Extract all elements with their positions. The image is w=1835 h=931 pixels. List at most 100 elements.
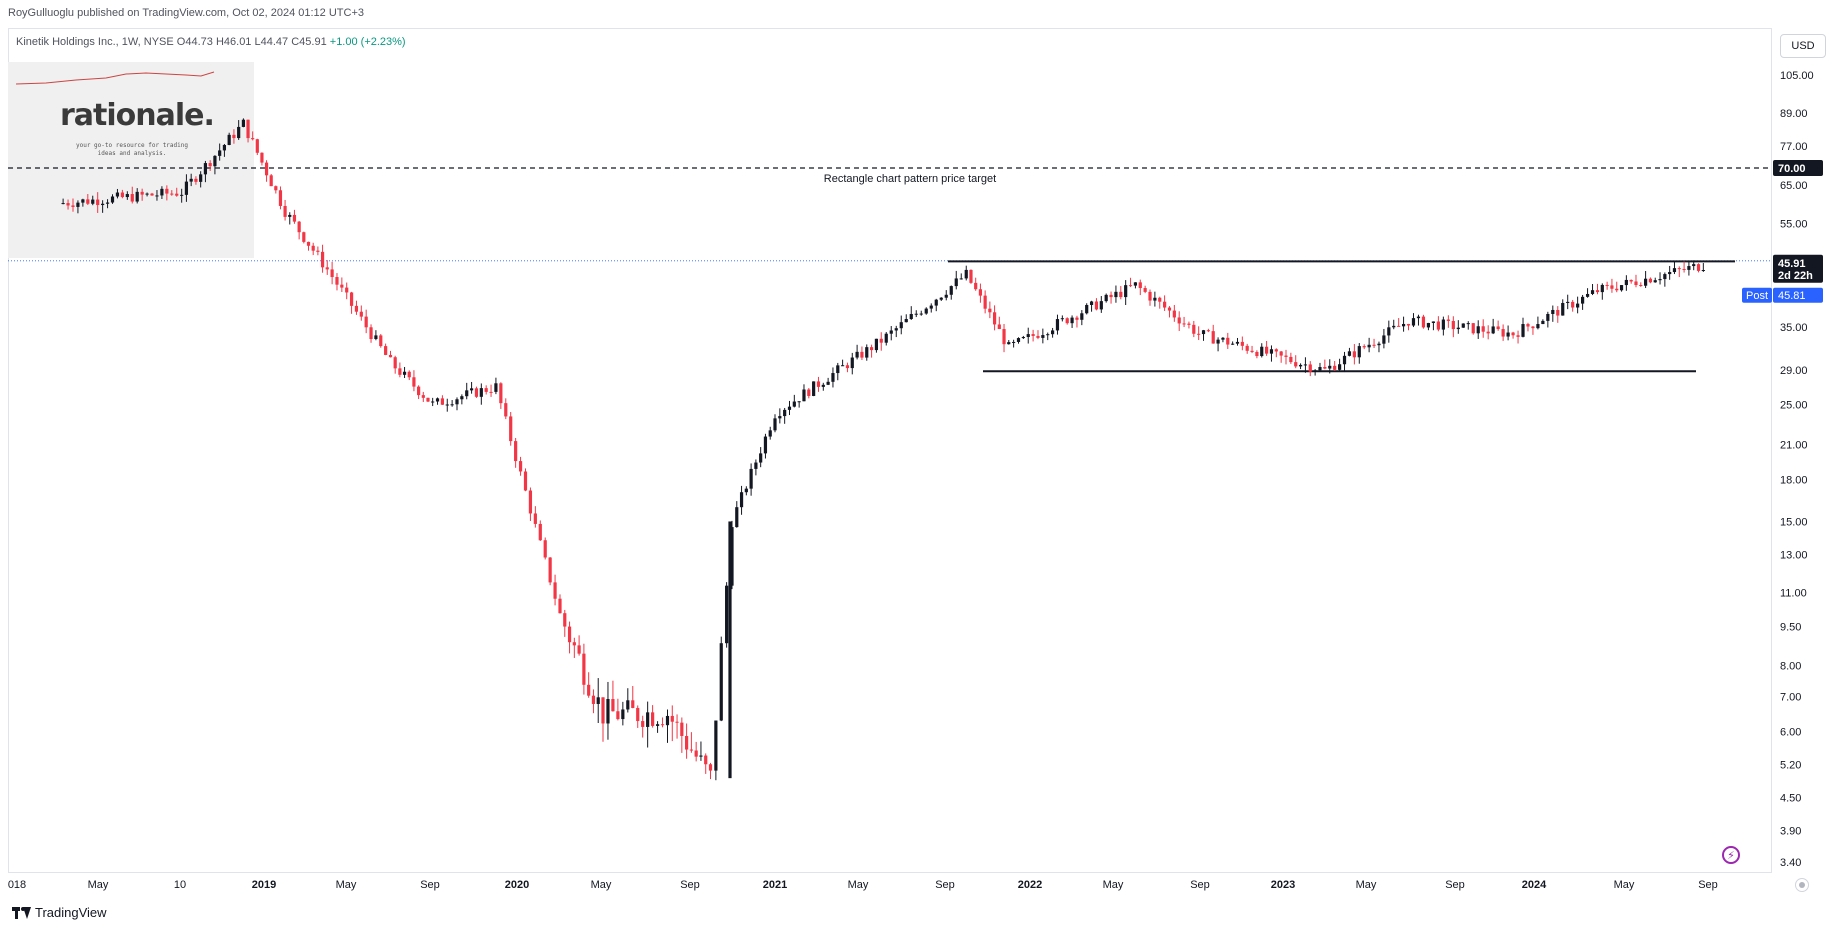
candle-body [1016, 338, 1021, 342]
candle-body [959, 278, 963, 280]
candle-body [841, 365, 845, 367]
candle-body [655, 724, 660, 726]
candle-body [316, 250, 320, 252]
candle-body [1566, 301, 1570, 303]
candle-body [904, 319, 908, 323]
candle-body [954, 278, 958, 287]
candle-body [292, 214, 297, 222]
candle-body [1250, 350, 1254, 352]
candle-body [1701, 270, 1705, 272]
candle-body [384, 346, 388, 355]
candle-body [1075, 317, 1079, 320]
candle-body [680, 722, 684, 736]
candle-body [1585, 293, 1590, 297]
candle-body [1007, 342, 1011, 345]
candle-body [364, 316, 368, 328]
candle-body [533, 513, 537, 524]
candle-body [1094, 301, 1099, 310]
candle-body [1158, 297, 1162, 302]
candle-body [783, 409, 787, 417]
candle-body [1451, 320, 1455, 330]
candle-body [460, 396, 464, 400]
candle-body [836, 365, 840, 374]
price-tick-label: 89.00 [1780, 108, 1808, 120]
candle-body [988, 308, 992, 313]
gear-icon[interactable] [1795, 878, 1809, 892]
candle-body [180, 194, 184, 196]
candle-body [1192, 324, 1196, 334]
candle-body [1221, 337, 1225, 340]
candle-body [636, 707, 640, 722]
candle-body [1431, 321, 1436, 323]
candle-body [393, 357, 397, 369]
time-tick-label: Sep [420, 879, 440, 891]
candle-body [553, 582, 557, 599]
candle-body [601, 697, 605, 724]
candle-body [749, 468, 753, 489]
candle-body [1055, 319, 1060, 331]
ohlc-low: L44.47 [254, 36, 289, 48]
time-tick-label: May [1103, 879, 1124, 891]
lightning-icon[interactable]: ⚡ [1722, 846, 1740, 864]
time-tick-label: 018 [8, 879, 26, 891]
candle-body [489, 391, 493, 393]
candle-body [1021, 337, 1025, 339]
target-annotation-text: Rectangle chart pattern price target [824, 173, 996, 185]
tradingview-footer[interactable]: TradingView [12, 905, 107, 920]
time-tick-label: 2019 [252, 879, 276, 891]
candle-body [1466, 323, 1470, 325]
candle-body [1491, 326, 1495, 334]
price-tick-label: 3.40 [1780, 857, 1801, 869]
chart-pane[interactable] [8, 28, 1772, 873]
candle-body [1456, 327, 1460, 330]
last-price-label-text: 45.91 [1778, 258, 1806, 270]
candle-body [1265, 346, 1269, 354]
candle-body [704, 755, 708, 765]
candle-body [86, 199, 90, 204]
candle-body [1201, 330, 1206, 335]
candle-body [651, 712, 655, 726]
candle-body [685, 735, 689, 750]
candle-body [1026, 334, 1030, 338]
candle-body [964, 269, 968, 279]
currency-button[interactable]: USD [1780, 34, 1826, 58]
time-tick-label: 2021 [763, 879, 787, 891]
candle-body [983, 295, 987, 309]
candle-body [170, 193, 174, 195]
candle-body [349, 292, 354, 306]
candle-body [1658, 279, 1662, 281]
candle-body [792, 401, 796, 407]
candle-body [1216, 339, 1220, 344]
candle-body [101, 203, 105, 206]
candle-body [1624, 279, 1628, 286]
candle-body [606, 699, 610, 724]
candle-body [787, 406, 792, 410]
candle-body [120, 192, 124, 198]
candle-body [237, 126, 241, 139]
candle-body [1692, 264, 1696, 267]
candle-body [611, 699, 615, 712]
time-tick-label: May [88, 879, 109, 891]
time-tick-label: 2022 [1018, 879, 1042, 891]
candle-body [1187, 323, 1191, 325]
candle-body [203, 163, 208, 175]
candle-body [1163, 301, 1167, 308]
price-tick-label: 11.00 [1780, 588, 1807, 600]
candle-body [479, 388, 483, 397]
candle-body [665, 715, 670, 726]
candle-body [1619, 285, 1624, 291]
candle-body [1481, 326, 1485, 332]
candle-body [1357, 346, 1361, 358]
price-tick-label: 18.00 [1780, 475, 1808, 487]
candle-body [802, 389, 806, 402]
candle-body [1036, 335, 1040, 338]
candle-body [567, 626, 572, 643]
candle-body [874, 338, 879, 351]
candle-body [1362, 346, 1366, 348]
candle-body [1231, 343, 1235, 345]
candle-body [1333, 365, 1337, 370]
candle-body [251, 138, 255, 140]
candle-body [125, 194, 129, 198]
candle-body [699, 755, 703, 757]
